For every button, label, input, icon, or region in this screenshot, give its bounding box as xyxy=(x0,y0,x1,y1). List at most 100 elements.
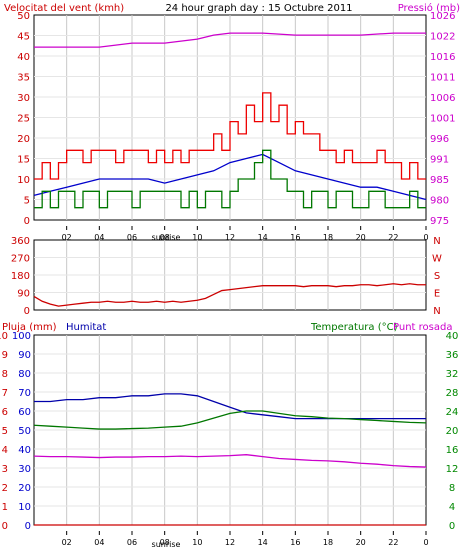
axis-tick-label: 4 xyxy=(449,502,455,513)
humidity-series xyxy=(34,393,426,420)
axis-tick-label: 7 xyxy=(2,388,8,399)
axis-tick-label: 975 xyxy=(430,216,449,227)
axis-tick-label: 8 xyxy=(449,483,455,494)
x-tick-label: 08 xyxy=(160,538,170,547)
axis-tick-label: 10 xyxy=(18,502,31,513)
rain-legend: Pluja (mm) xyxy=(2,322,57,333)
pressure-title: Pressió (mb) xyxy=(398,2,460,14)
axis-tick-label: W xyxy=(432,254,442,265)
climate-grid xyxy=(34,335,426,525)
direction-left-axis: 360 270 180 90 0 xyxy=(11,236,30,317)
x-tick-label: 0 xyxy=(423,538,428,547)
axis-tick-label: 2 xyxy=(2,483,8,494)
x-tick-label: 14 xyxy=(258,538,268,547)
axis-tick-label: 40 xyxy=(446,331,459,342)
x-tick-label: 14 xyxy=(258,233,268,242)
x-tick-label: 0 xyxy=(423,233,428,242)
axis-tick-label: 5 xyxy=(2,426,8,437)
axis-tick-label: 30 xyxy=(18,464,31,475)
axis-tick-label: 996 xyxy=(430,134,449,145)
x-tick-label: 22 xyxy=(388,233,398,242)
axis-tick-label: 4 xyxy=(2,445,8,456)
wind-speed-title: Velocitat del vent (kmh) xyxy=(4,3,124,14)
axis-tick-label: 0 xyxy=(449,521,455,532)
climate-x-axis: 02 04 06 08 10 12 14 16 18 20 22 0 xyxy=(62,531,429,547)
x-tick-label: 02 xyxy=(62,233,72,242)
dewpoint-series xyxy=(33,454,427,468)
climate-panel: Pluja (mm) Humitat Temperatura (°C) Punt… xyxy=(0,322,458,549)
direction-grid xyxy=(34,240,426,310)
rain-axis: 109876543210 xyxy=(0,331,8,532)
axis-tick-label: 991 xyxy=(430,155,449,166)
wind-min-series xyxy=(34,149,426,209)
axis-tick-label: 1026 xyxy=(430,11,455,22)
axis-tick-label: 12 xyxy=(446,464,459,475)
x-tick-label: 16 xyxy=(290,233,300,242)
axis-tick-label: 3 xyxy=(2,464,8,475)
wind-sunrise-label: sunrise xyxy=(152,233,181,242)
axis-tick-label: 80 xyxy=(18,369,31,380)
axis-tick-label: 0 xyxy=(24,216,30,227)
axis-tick-label: 30 xyxy=(17,93,30,104)
axis-tick-label: 1 xyxy=(2,502,8,513)
axis-tick-label: 0 xyxy=(2,521,8,532)
wind-x-axis: 02 04 06 08 10 12 14 16 18 20 22 0 xyxy=(62,226,429,242)
axis-tick-label: 36 xyxy=(446,350,459,361)
graph-title: 24 hour graph day : 15 Octubre 2011 xyxy=(165,3,352,14)
axis-tick-label: 360 xyxy=(11,236,30,247)
axis-tick-label: 20 xyxy=(18,483,31,494)
axis-tick-label: E xyxy=(434,289,440,300)
axis-tick-label: 10 xyxy=(17,175,30,186)
temperature-series xyxy=(33,410,427,430)
axis-tick-label: 25 xyxy=(17,114,30,125)
dewpoint-legend: Punt rosada xyxy=(393,322,452,333)
x-tick-label: 08 xyxy=(160,233,170,242)
axis-tick-label: 100 xyxy=(12,331,31,342)
axis-tick-label: 10 xyxy=(0,331,8,342)
axis-tick-label: 90 xyxy=(17,289,30,300)
wind-gust-series xyxy=(34,92,426,180)
x-tick-label: 16 xyxy=(290,538,300,547)
axis-tick-label: 35 xyxy=(17,73,30,84)
x-tick-label: 20 xyxy=(356,233,366,242)
x-tick-label: 18 xyxy=(323,233,333,242)
axis-tick-label: 980 xyxy=(430,196,449,207)
humidity-legend: Humitat xyxy=(66,322,106,333)
x-tick-label: 10 xyxy=(192,233,202,242)
direction-series xyxy=(33,283,426,307)
axis-tick-label: 9 xyxy=(2,350,8,361)
axis-tick-label: N xyxy=(433,236,440,247)
axis-tick-label: 0 xyxy=(24,306,30,317)
axis-tick-label: 1016 xyxy=(430,52,455,63)
axis-tick-label: 20 xyxy=(17,134,30,145)
axis-tick-label: 90 xyxy=(18,350,31,361)
x-tick-label: 18 xyxy=(323,538,333,547)
axis-tick-label: 0 xyxy=(25,521,31,532)
x-tick-label: 22 xyxy=(388,538,398,547)
axis-tick-label: 1006 xyxy=(430,93,455,104)
axis-tick-label: 15 xyxy=(17,155,30,166)
axis-tick-label: 20 xyxy=(446,426,459,437)
climate-series xyxy=(33,393,427,526)
x-tick-label: 02 xyxy=(62,538,72,547)
axis-tick-label: 40 xyxy=(17,52,30,63)
axis-tick-label: 6 xyxy=(2,407,8,418)
axis-tick-label: 8 xyxy=(2,369,8,380)
x-tick-label: 04 xyxy=(94,538,104,547)
axis-tick-label: 32 xyxy=(446,369,459,380)
temperature-legend: Temperatura (°C) xyxy=(310,322,398,333)
x-tick-label: 10 xyxy=(192,538,202,547)
wind-direction-series xyxy=(33,283,426,307)
axis-tick-label: 1011 xyxy=(430,73,455,84)
axis-tick-label: 50 xyxy=(17,11,30,22)
x-tick-label: 20 xyxy=(356,538,366,547)
x-tick-label: 04 xyxy=(94,233,104,242)
axis-tick-label: 16 xyxy=(446,445,459,456)
